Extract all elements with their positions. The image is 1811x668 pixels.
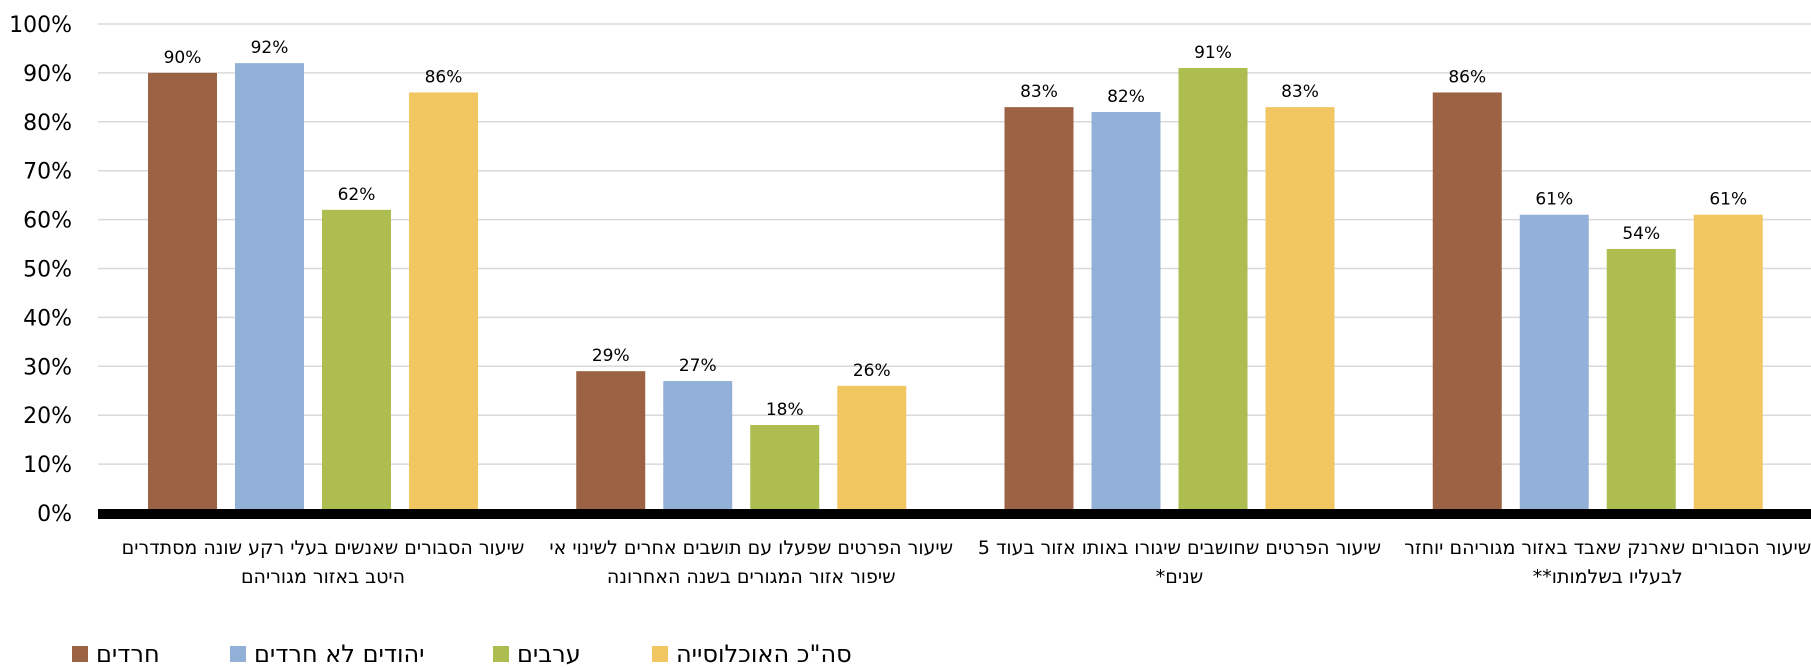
data-label: 83% (1020, 82, 1058, 102)
category-label: שיעור הפרטים שפעלו עם תושבים אחרים לשינו… (549, 537, 953, 559)
data-label: 86% (1448, 67, 1486, 87)
bar (1004, 107, 1074, 513)
data-label: 86% (425, 67, 463, 87)
bar (1693, 214, 1763, 513)
bar (1091, 112, 1161, 514)
category-label: שיפור אזור המגורים בשנה האחרונה (607, 566, 896, 588)
data-label: 83% (1281, 82, 1319, 102)
data-label: 29% (592, 346, 630, 366)
legend-swatch (230, 646, 246, 662)
bar (750, 424, 820, 513)
bar (1265, 107, 1335, 513)
legend-label: חרדים (96, 640, 160, 668)
category-labels: שיעור הסבורים שאנשים בעלי רקע שונה מסתדר… (122, 537, 1811, 588)
category-label: שיעור הפרטים שחושבים שיגורו באותו אזור ב… (978, 537, 1381, 559)
y-tick-label: 10% (23, 453, 72, 478)
y-tick-label: 90% (23, 62, 72, 87)
bar (837, 385, 907, 513)
y-tick-label: 100% (9, 13, 72, 38)
bar (1606, 248, 1676, 513)
data-label: 82% (1107, 87, 1145, 107)
legend-label: סה"כ האוכלוסייה (676, 640, 852, 668)
y-tick-label: 50% (23, 258, 72, 283)
legend-swatch (72, 646, 88, 662)
data-label: 90% (164, 48, 202, 68)
category-label: שנים* (1156, 566, 1203, 588)
data-label: 26% (853, 361, 891, 381)
x-axis-baseline (98, 509, 1811, 519)
bars (148, 63, 1763, 514)
bar (1178, 68, 1248, 513)
data-labels: 90% 29% 83% 86% 92% 27% 82% 61% 62% 18% 91% 54% 86% 2… (164, 38, 1748, 420)
data-label: 61% (1535, 190, 1573, 210)
data-label: 61% (1709, 190, 1747, 210)
legend-label: ערבים (517, 640, 581, 668)
legend: חרדים יהודים לא חרדים ערבים סה"כ האוכלוסייה (72, 640, 852, 668)
y-tick-label: 60% (23, 209, 72, 234)
bar (1519, 214, 1589, 513)
y-tick-label: 80% (23, 111, 72, 136)
bar (322, 209, 391, 513)
legend-swatch (652, 646, 668, 662)
category-label: היטב באזור מגוריהם (241, 566, 405, 588)
bar (663, 380, 733, 513)
y-tick-label: 0% (37, 502, 72, 527)
y-tick-label: 40% (23, 306, 72, 331)
bar (576, 371, 646, 513)
legend-label: יהודים לא חרדים (254, 640, 425, 668)
data-label: 91% (1194, 43, 1232, 63)
category-label: שיעור הסבורים שאנשים בעלי רקע שונה מסתדר… (122, 537, 525, 559)
y-axis-ticks: 0% 10% 20% 30% 40% 50% 60% 70% 80% 90% 100% (9, 13, 72, 527)
bar (409, 92, 478, 514)
y-tick-label: 30% (23, 355, 72, 380)
bar (1432, 92, 1502, 514)
bar (148, 72, 217, 514)
data-label: 54% (1622, 224, 1660, 244)
y-tick-label: 20% (23, 404, 72, 429)
data-label: 62% (338, 185, 376, 205)
category-label: שיעור הסבורים שארנק שאבד באזור מגוריהם י… (1404, 537, 1811, 559)
data-label: 18% (766, 400, 804, 420)
legend-swatch (493, 646, 509, 662)
data-label: 92% (251, 38, 289, 58)
bar (235, 63, 304, 514)
category-label: לבעליו בשלמותו** (1533, 566, 1683, 588)
y-tick-label: 70% (23, 160, 72, 185)
data-label: 27% (679, 356, 717, 376)
